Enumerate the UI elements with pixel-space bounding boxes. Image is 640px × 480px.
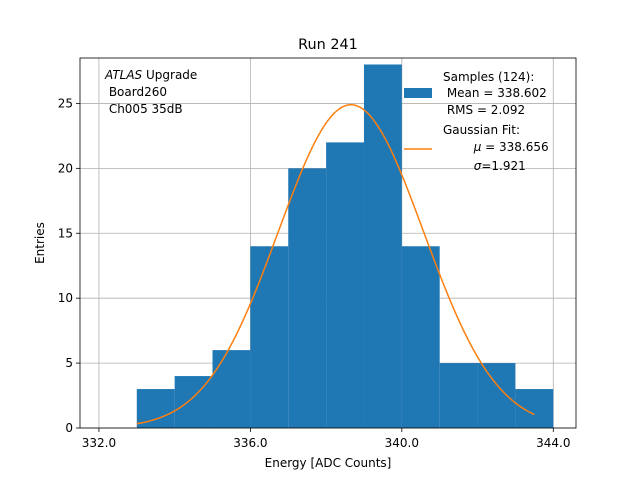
atlas-label: ATLAS [104, 68, 143, 82]
histogram-bar [363, 64, 402, 429]
legend-fit-sigma-value: =1.921 [481, 159, 525, 173]
histogram-bar [515, 389, 554, 428]
legend-samples-title: Samples (124): [443, 70, 534, 84]
atlas-annotation: ATLAS Upgrade Board260 Ch005 35dB [104, 68, 197, 116]
y-axis-ticks: 0 5 10 15 20 25 [58, 96, 80, 435]
x-axis-label: Energy [ADC Counts] [265, 456, 392, 470]
y-axis-label: Entries [33, 222, 47, 264]
y-tick-label: 0 [65, 421, 73, 435]
legend-fit-sigma-symbol: σ [474, 159, 482, 173]
plot-frame [79, 57, 577, 429]
svg-text:μ = 338.656: μ = 338.656 [443, 140, 568, 154]
histogram-bar [439, 363, 478, 428]
channel-label: Ch005 35dB [105, 102, 183, 116]
chart-title: Run 241 [298, 37, 358, 53]
svg-text:σ=1.921: σ=1.921 [443, 159, 545, 173]
svg-text:ATLAS Upgrade: ATLAS Upgrade [104, 68, 197, 82]
histogram-bar [174, 376, 213, 428]
legend-fit-mu-value: = 338.656 [481, 140, 548, 154]
x-axis-ticks: 332.0 336.0 340.0 344.0 [82, 428, 570, 450]
legend-fit-mu-symbol: μ [473, 140, 482, 154]
histogram-bar [326, 142, 364, 428]
x-tick-label: 336.0 [233, 436, 267, 450]
legend-samples-rms: RMS = 2.092 [443, 103, 525, 117]
histogram-bar [136, 389, 175, 428]
histogram-bar [288, 168, 327, 428]
gaussian-fit-curve [136, 103, 535, 425]
legend-samples-swatch [404, 88, 432, 98]
x-tick-label: 332.0 [82, 436, 116, 450]
board-label: Board260 [105, 85, 167, 99]
y-tick-label: 5 [65, 356, 73, 370]
histogram-bar [477, 363, 516, 428]
histogram-bar [401, 246, 440, 428]
y-tick-label: 20 [58, 161, 73, 175]
legend: Samples (124): Mean = 338.602 RMS = 2.09… [404, 70, 568, 173]
legend-samples-mean: Mean = 338.602 [443, 86, 547, 100]
atlas-upgrade-label: Upgrade [142, 68, 197, 82]
y-tick-label: 25 [58, 96, 73, 110]
y-tick-label: 15 [58, 226, 73, 240]
histogram-bar [250, 246, 289, 428]
histogram-bar [212, 350, 251, 428]
histogram-bars [136, 64, 554, 429]
x-tick-label: 344.0 [536, 436, 570, 450]
x-tick-label: 340.0 [385, 436, 419, 450]
y-tick-label: 10 [58, 291, 73, 305]
legend-fit-title: Gaussian Fit: [443, 123, 520, 137]
